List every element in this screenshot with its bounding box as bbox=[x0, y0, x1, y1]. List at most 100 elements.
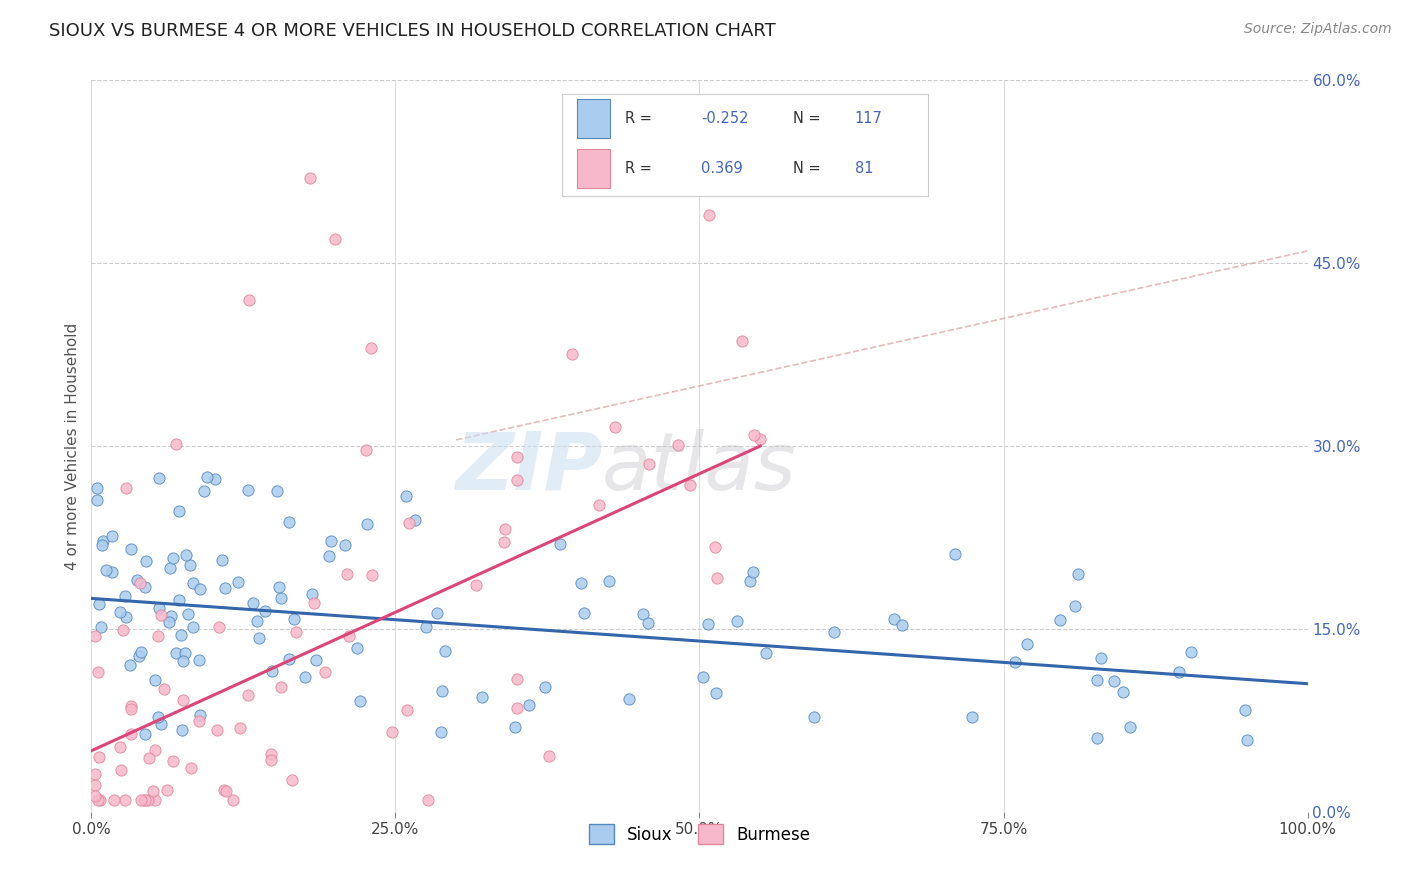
Point bbox=[115, 610, 138, 624]
Bar bbox=[576, 99, 610, 137]
Point bbox=[120, 698, 142, 713]
Point bbox=[1087, 731, 1109, 746]
Point bbox=[284, 624, 307, 639]
Point bbox=[517, 698, 540, 712]
Point bbox=[349, 693, 371, 707]
Point bbox=[214, 581, 236, 595]
Point bbox=[110, 764, 132, 778]
Text: atlas: atlas bbox=[602, 429, 797, 507]
Text: 117: 117 bbox=[855, 111, 883, 126]
Point bbox=[134, 580, 156, 594]
Text: 0.369: 0.369 bbox=[702, 161, 742, 176]
Point bbox=[118, 658, 141, 673]
Point bbox=[86, 792, 108, 806]
Point bbox=[84, 789, 107, 803]
Point bbox=[356, 516, 378, 531]
Point bbox=[395, 703, 418, 717]
Legend: Sioux, Burmese: Sioux, Burmese bbox=[582, 817, 817, 851]
Point bbox=[433, 644, 456, 658]
Point bbox=[1067, 567, 1090, 582]
Point bbox=[125, 573, 148, 587]
Point bbox=[114, 792, 136, 806]
Point bbox=[534, 680, 557, 694]
Point bbox=[148, 601, 170, 615]
Point bbox=[260, 747, 283, 762]
Point bbox=[89, 597, 111, 611]
Text: -0.252: -0.252 bbox=[702, 111, 749, 126]
Point bbox=[84, 779, 107, 793]
Point bbox=[197, 470, 219, 484]
Point bbox=[1049, 613, 1071, 627]
Point bbox=[631, 607, 654, 621]
Point bbox=[548, 537, 571, 551]
Point bbox=[174, 548, 197, 562]
Point bbox=[725, 615, 748, 629]
Point bbox=[1180, 645, 1202, 659]
Text: N =: N = bbox=[793, 111, 825, 126]
Point bbox=[160, 609, 183, 624]
Text: R =: R = bbox=[624, 161, 661, 176]
Point bbox=[86, 492, 108, 507]
Point bbox=[1063, 599, 1085, 614]
Point bbox=[404, 513, 426, 527]
Point bbox=[574, 606, 596, 620]
Point bbox=[172, 723, 194, 738]
Point bbox=[238, 689, 260, 703]
Point bbox=[87, 665, 110, 679]
Point bbox=[260, 664, 283, 678]
Point bbox=[270, 681, 292, 695]
Point bbox=[430, 683, 453, 698]
Text: Source: ZipAtlas.com: Source: ZipAtlas.com bbox=[1244, 22, 1392, 37]
Point bbox=[134, 792, 156, 806]
Point bbox=[242, 596, 264, 610]
Point bbox=[135, 554, 157, 568]
Point bbox=[354, 442, 377, 457]
Point bbox=[1112, 685, 1135, 699]
Point bbox=[465, 578, 488, 592]
Point bbox=[605, 420, 627, 434]
Point bbox=[146, 629, 169, 643]
Point bbox=[666, 438, 689, 452]
Point bbox=[430, 725, 453, 739]
Point bbox=[91, 538, 114, 552]
Point bbox=[283, 612, 305, 626]
Point bbox=[360, 342, 382, 356]
Point bbox=[823, 624, 845, 639]
Point bbox=[617, 692, 640, 706]
Point bbox=[193, 484, 215, 499]
Point bbox=[236, 483, 259, 497]
Point bbox=[943, 547, 966, 561]
Point bbox=[188, 707, 211, 722]
Text: ZIP: ZIP bbox=[454, 429, 602, 507]
Point bbox=[492, 534, 515, 549]
Point bbox=[246, 614, 269, 628]
Point bbox=[267, 580, 290, 594]
Point bbox=[172, 693, 194, 707]
Point bbox=[960, 710, 983, 724]
Text: R =: R = bbox=[624, 111, 657, 126]
Point bbox=[697, 208, 720, 222]
Point bbox=[146, 710, 169, 724]
Point bbox=[1090, 651, 1112, 665]
Point bbox=[415, 619, 437, 633]
Point bbox=[748, 433, 770, 447]
Point bbox=[883, 612, 905, 626]
Point bbox=[598, 574, 620, 589]
Point bbox=[706, 571, 728, 585]
Point bbox=[215, 783, 238, 797]
Point bbox=[205, 723, 228, 737]
Point bbox=[159, 561, 181, 575]
Bar bbox=[576, 149, 610, 188]
Point bbox=[91, 533, 114, 548]
Point bbox=[170, 627, 193, 641]
Point bbox=[165, 436, 187, 450]
Point bbox=[1015, 637, 1038, 651]
Point bbox=[162, 754, 184, 768]
Point bbox=[1004, 655, 1026, 669]
Point bbox=[270, 591, 292, 605]
Point bbox=[156, 783, 179, 797]
Point bbox=[1102, 673, 1125, 688]
Point bbox=[1233, 703, 1256, 717]
Point bbox=[503, 720, 526, 734]
Point bbox=[254, 604, 277, 618]
